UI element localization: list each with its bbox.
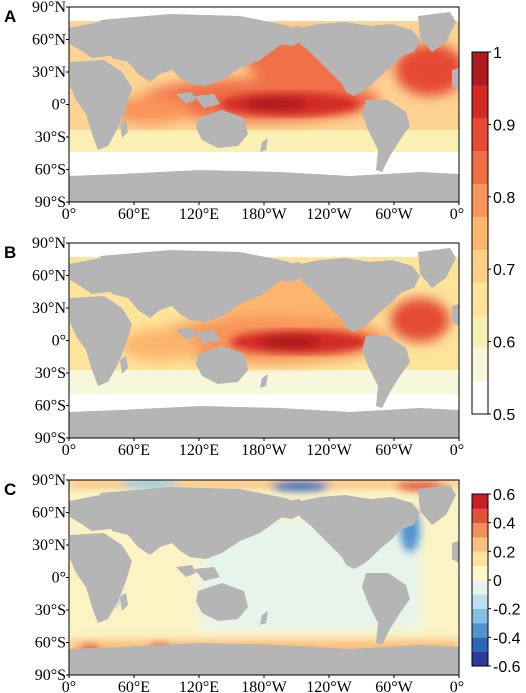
- colorbar-tick-label: 0.6: [493, 335, 515, 352]
- colorbar-tick-label: -0.2: [493, 602, 521, 619]
- colorbar-swatch: [472, 249, 488, 283]
- lon-label: 120°E: [179, 442, 219, 459]
- lon-tick-labels: 0° 60°E 120°E 180°W 120°W 60°W 0° 0° 60°E 120°E 18…: [62, 202, 464, 693]
- colorbar-swatch: [472, 637, 488, 652]
- colorbar-tick-label: 0.7: [493, 262, 515, 279]
- lon-label: 60°W: [375, 206, 413, 223]
- colorbar-swatch: [472, 282, 488, 316]
- colorbar-swatch: [472, 84, 488, 119]
- colorbar-tick-label: -0.4: [493, 630, 521, 647]
- lon-label: 0°: [62, 679, 76, 693]
- lon-label: 120°E: [179, 679, 219, 693]
- lat-label: 30°N: [32, 64, 66, 81]
- colorbar-swatch: [472, 580, 488, 595]
- lat-label: 90°S: [35, 430, 66, 447]
- colorbar-swatch: [472, 551, 488, 566]
- panel-b: [69, 243, 459, 438]
- lon-label: 60°W: [375, 442, 413, 459]
- lat-label: 60°S: [35, 635, 66, 652]
- lon-label: 60°E: [118, 206, 150, 223]
- colorbar-swatch: [472, 183, 488, 217]
- colorbar-tick-label: 0.2: [493, 544, 515, 561]
- lon-label: 120°W: [306, 206, 352, 223]
- colorbar-swatch: [472, 216, 488, 250]
- lon-label: 0°: [450, 442, 464, 459]
- colorbar-swatch: [472, 537, 488, 552]
- lat-label: 90°N: [32, 472, 66, 489]
- colorbar-tick-label: 0.8: [493, 190, 515, 207]
- lat-label: 30°S: [35, 365, 66, 382]
- panel-letter-c: C: [4, 480, 16, 499]
- colorbar-bottom: 0.6 0.4 0.2 0 -0.2 -0.4 -0.6: [471, 487, 521, 676]
- lat-label: 60°S: [35, 398, 66, 415]
- colorbar-swatch: [472, 348, 488, 382]
- colorbar-swatch: [472, 651, 488, 667]
- colorbar-tick-label: 0: [493, 573, 502, 590]
- colorbar-top: 1 0.9 0.8 0.7 0.6 0.5: [471, 45, 515, 424]
- colorbar-tick-label: 0.9: [493, 117, 515, 134]
- colorbar-swatch: [472, 117, 488, 152]
- panel-a: [69, 7, 459, 202]
- lat-label: 30°N: [32, 300, 66, 317]
- lon-label: 60°E: [118, 679, 150, 693]
- colorbar-tick-label: 0.5: [493, 407, 515, 424]
- colorbar-swatch: [472, 381, 488, 415]
- lon-label: 0°: [62, 206, 76, 223]
- lat-label: 60°N: [32, 268, 66, 285]
- lat-label: 90°N: [32, 0, 66, 16]
- lon-label: 180°W: [241, 679, 287, 693]
- lon-label: 60°W: [375, 679, 413, 693]
- colorbar-swatch: [472, 150, 488, 184]
- lat-label: 0°: [52, 97, 66, 114]
- lat-label: 0°: [52, 570, 66, 587]
- colorbar-swatch: [472, 315, 488, 349]
- lon-label: 180°W: [241, 206, 287, 223]
- lon-label: 0°: [450, 206, 464, 223]
- lat-label: 60°N: [32, 32, 66, 49]
- panel-letter-a: A: [4, 7, 16, 26]
- colorbar-swatch: [472, 608, 488, 624]
- lat-label: 90°N: [32, 235, 66, 252]
- colorbar-swatch: [472, 623, 488, 638]
- lat-label: 30°S: [35, 602, 66, 619]
- lon-label: 120°W: [306, 679, 352, 693]
- panel-letter-b: B: [4, 243, 16, 262]
- lat-label: 90°S: [35, 194, 66, 211]
- colorbar-tick-label: 0.4: [493, 516, 515, 533]
- colorbar-swatch: [472, 494, 488, 509]
- lon-label: 120°W: [306, 442, 352, 459]
- lon-label: 0°: [450, 679, 464, 693]
- lat-label: 90°S: [35, 667, 66, 684]
- lon-label: 120°E: [179, 206, 219, 223]
- colorbar-swatch: [472, 508, 488, 523]
- lat-label: 60°S: [35, 162, 66, 179]
- lat-tick-labels: 90°N 60°N 30°N 0° 30°S 60°S 90°S 90°N 60°N 30°N 0°…: [32, 0, 69, 684]
- panel-c: [69, 480, 459, 675]
- colorbar-tick-label: -0.6: [493, 659, 521, 676]
- colorbar-tick-label: 1: [493, 45, 502, 62]
- colorbar-swatch: [472, 594, 488, 609]
- lon-label: 180°W: [241, 442, 287, 459]
- colorbar-tick-label: 0.6: [493, 487, 515, 504]
- lon-label: 60°E: [118, 442, 150, 459]
- lat-label: 30°S: [35, 129, 66, 146]
- colorbar-swatch: [472, 52, 488, 86]
- colorbar-swatch: [472, 522, 488, 538]
- lat-label: 60°N: [32, 505, 66, 522]
- lat-label: 0°: [52, 333, 66, 350]
- colorbar-swatch: [472, 565, 488, 581]
- lat-label: 30°N: [32, 537, 66, 554]
- lon-label: 0°: [62, 442, 76, 459]
